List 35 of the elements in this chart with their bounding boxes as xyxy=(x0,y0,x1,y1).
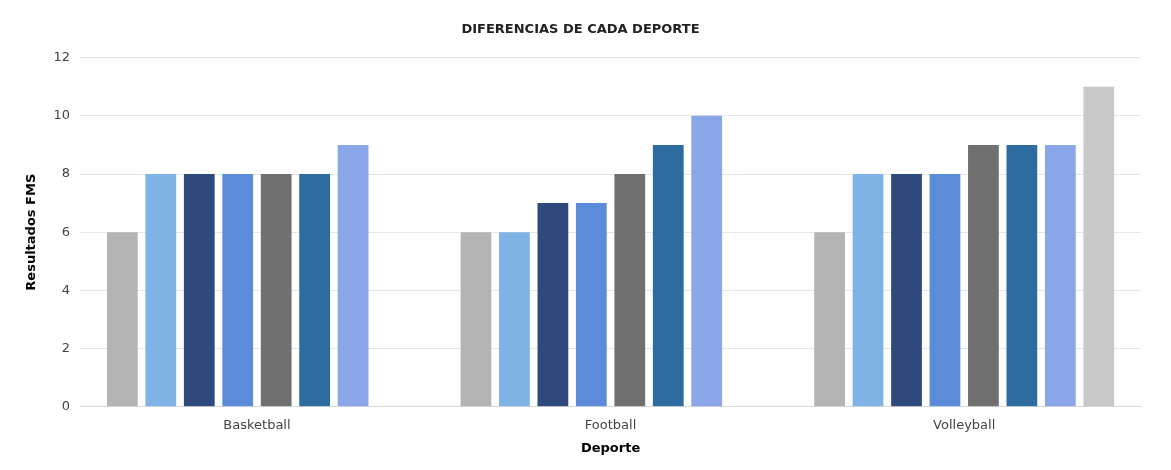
bar xyxy=(299,174,331,407)
bar xyxy=(537,203,569,407)
bar xyxy=(614,174,646,407)
bar xyxy=(1044,144,1076,407)
bar xyxy=(460,232,492,407)
bar xyxy=(222,174,254,407)
bar xyxy=(1083,86,1115,407)
bar xyxy=(1006,144,1038,407)
y-tick-label: 4 xyxy=(61,281,71,297)
bar xyxy=(652,144,684,407)
bar xyxy=(929,174,961,407)
bar xyxy=(891,174,922,407)
y-tick-label: 6 xyxy=(61,223,71,239)
x-tick-label: Volleyball xyxy=(933,416,996,432)
bar xyxy=(499,232,530,407)
x-tick-label: Football xyxy=(584,416,637,432)
y-tick-label: 12 xyxy=(53,48,71,64)
y-tick-label: 8 xyxy=(61,165,71,181)
bar xyxy=(691,115,723,407)
bar xyxy=(575,203,607,407)
bar xyxy=(145,174,177,407)
bar xyxy=(106,232,138,407)
x-tick-label: Basketball xyxy=(223,416,291,432)
bar xyxy=(260,174,292,407)
bar xyxy=(183,174,215,407)
bar xyxy=(968,144,999,407)
bar xyxy=(814,232,845,407)
x-axis-title: Deporte xyxy=(580,439,641,455)
bar xyxy=(852,174,884,407)
y-tick-label: 0 xyxy=(61,398,71,414)
chart-title: DIFERENCIAS DE CADA DEPORTE xyxy=(461,21,700,37)
bar xyxy=(337,144,369,407)
y-axis-title: Resultados FMS xyxy=(23,173,39,291)
y-tick-label: 10 xyxy=(53,107,71,123)
y-tick-label: 2 xyxy=(61,339,71,355)
